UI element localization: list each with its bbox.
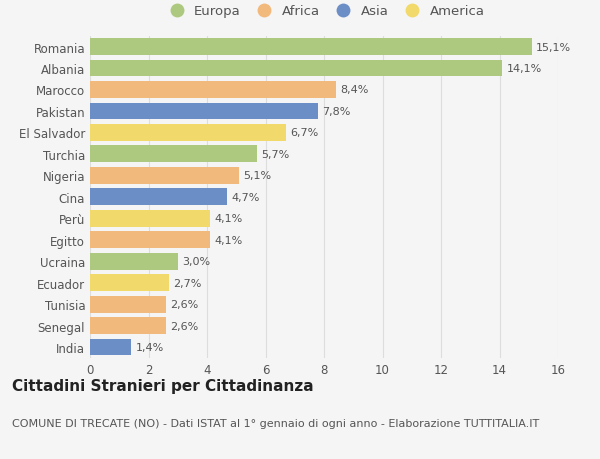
Text: 6,7%: 6,7% <box>290 128 319 138</box>
Text: 4,7%: 4,7% <box>232 192 260 202</box>
Text: Cittadini Stranieri per Cittadinanza: Cittadini Stranieri per Cittadinanza <box>12 379 314 394</box>
Bar <box>90 210 210 227</box>
Text: 3,0%: 3,0% <box>182 257 210 267</box>
Text: 2,7%: 2,7% <box>173 278 202 288</box>
Bar <box>90 189 227 206</box>
Text: 4,1%: 4,1% <box>214 235 242 245</box>
Text: 15,1%: 15,1% <box>536 42 571 52</box>
Text: 8,4%: 8,4% <box>340 85 368 95</box>
Bar <box>90 296 166 313</box>
Text: COMUNE DI TRECATE (NO) - Dati ISTAT al 1° gennaio di ogni anno - Elaborazione TU: COMUNE DI TRECATE (NO) - Dati ISTAT al 1… <box>12 418 539 428</box>
Bar <box>90 39 532 56</box>
Text: 5,1%: 5,1% <box>244 171 272 181</box>
Bar <box>90 232 210 249</box>
Text: 7,8%: 7,8% <box>323 106 351 117</box>
Bar <box>90 103 318 120</box>
Bar <box>90 339 131 356</box>
Bar <box>90 146 257 163</box>
Text: 1,4%: 1,4% <box>136 342 164 353</box>
Text: 5,7%: 5,7% <box>261 150 289 160</box>
Bar <box>90 168 239 185</box>
Bar <box>90 82 336 99</box>
Legend: Europa, Africa, Asia, America: Europa, Africa, Asia, America <box>158 0 490 24</box>
Text: 4,1%: 4,1% <box>214 214 242 224</box>
Bar <box>90 125 286 141</box>
Text: 2,6%: 2,6% <box>170 321 199 331</box>
Bar <box>90 253 178 270</box>
Text: 2,6%: 2,6% <box>170 299 199 309</box>
Bar <box>90 61 502 77</box>
Bar <box>90 274 169 291</box>
Bar <box>90 318 166 334</box>
Text: 14,1%: 14,1% <box>507 64 542 74</box>
